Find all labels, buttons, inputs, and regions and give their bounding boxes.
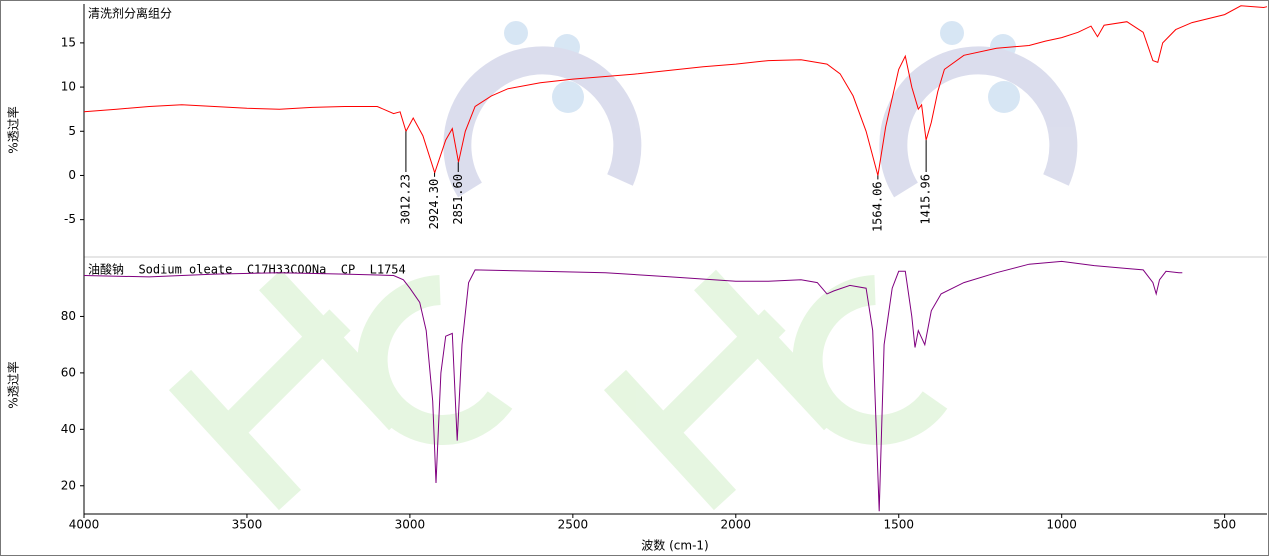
x-tick-label: 4000 [69,518,100,532]
y-tick-label: 20 [61,478,76,492]
x-tick-label: 2000 [721,518,752,532]
spectrum-line [83,260,1183,512]
x-tick-label: 3500 [232,518,263,532]
y-axis-label: %透过率 [6,361,21,408]
annotation-label: 1415.96 [919,174,933,225]
y-tick-label: 60 [61,365,76,379]
y-tick-label: 10 [61,80,76,94]
annotation-label: 2851.60 [451,174,465,225]
y-tick-label: 80 [61,309,76,323]
watermark [168,21,1078,511]
y-axis-label: %透过率 [6,106,21,153]
y-tick-label: 15 [61,35,76,49]
annotation-label: 2924.30 [427,179,441,230]
annotation-label: 1564.06 [870,181,884,232]
x-axis-label: 波数 (cm-1) [641,538,708,553]
y-tick-label: -5 [64,212,76,226]
spectrum-line [83,5,1268,176]
x-tick-label: 1500 [883,518,914,532]
y-tick-label: 0 [68,168,76,182]
panel-title: 清洗剂分离组分 [88,6,172,21]
x-tick-label: 2500 [558,518,589,532]
annotation-label: 3012.23 [398,174,412,225]
y-tick-label: 5 [68,124,76,138]
y-tick-label: 40 [61,422,76,436]
x-tick-label: 500 [1213,518,1236,532]
panel-title: 油酸钠 Sodium oleate C17H33COONa CP L1754 [88,262,406,277]
x-tick-label: 3000 [395,518,426,532]
x-tick-label: 1000 [1046,518,1077,532]
